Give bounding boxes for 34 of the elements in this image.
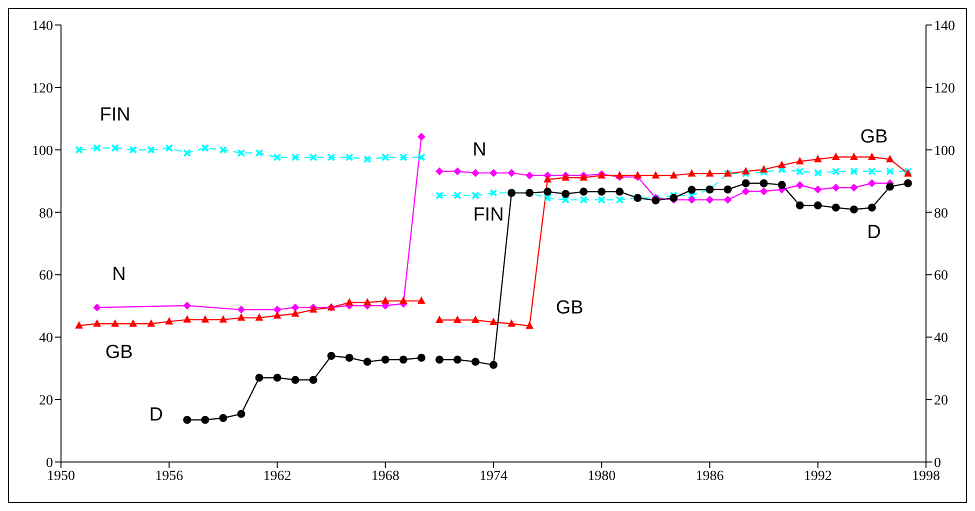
- y-tick-label: 100: [32, 144, 53, 159]
- y2-tick-label: 80: [934, 206, 948, 222]
- series-label: FIN: [100, 104, 130, 126]
- series-label: GB: [105, 342, 133, 364]
- series-label: N: [472, 139, 486, 160]
- y-tick-label: 60: [39, 268, 53, 284]
- x-tick-label: 1968: [371, 468, 400, 484]
- series-label: FIN: [473, 204, 504, 226]
- y-tick-label: 20: [39, 394, 53, 409]
- y2-tick-label: 100: [934, 144, 955, 159]
- y2-tick-label: 0: [934, 456, 941, 471]
- y-tick-label: 0: [46, 456, 53, 471]
- y2-tick-label: 140: [934, 18, 955, 34]
- y-tick-label: 140: [32, 18, 53, 34]
- x-tick-label: 1950: [47, 468, 75, 484]
- y2-tick-label: 60: [934, 268, 948, 284]
- y2-tick-label: 40: [934, 331, 948, 346]
- x-tick-label: 1992: [804, 468, 832, 484]
- y2-tick-label: 20: [934, 394, 948, 409]
- x-tick-label: 1986: [696, 468, 724, 484]
- series-label: D: [867, 222, 881, 244]
- x-tick-label: 1980: [588, 468, 616, 484]
- x-tick-label: 1998: [912, 468, 940, 484]
- x-tick-label: 1962: [263, 468, 292, 484]
- y-tick-label: 80: [39, 206, 53, 222]
- x-tick-label: 1974: [480, 468, 508, 484]
- series-label: D: [149, 404, 164, 426]
- series-label: GB: [860, 126, 888, 148]
- text: GB: [556, 297, 584, 318]
- y2-tick-label: 120: [934, 81, 955, 96]
- y-tick-label: 40: [39, 331, 53, 346]
- series-label: N: [112, 264, 126, 285]
- y-tick-label: 120: [32, 81, 53, 96]
- x-tick-label: 1956: [155, 468, 184, 484]
